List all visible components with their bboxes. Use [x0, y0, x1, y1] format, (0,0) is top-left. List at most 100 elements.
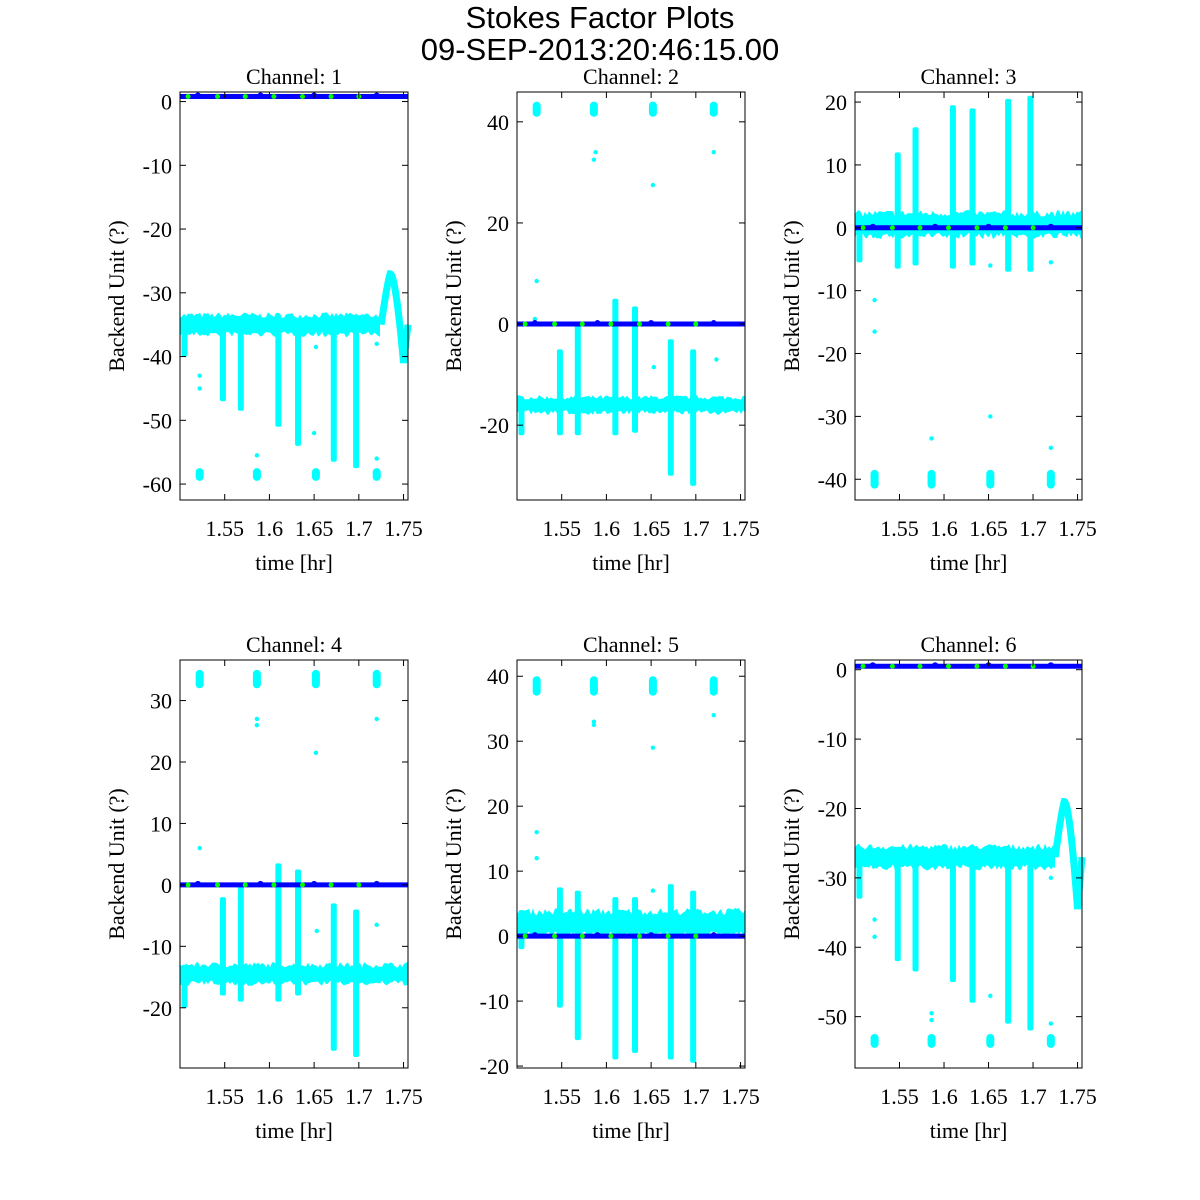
outlier-point	[929, 1010, 934, 1016]
outlier-point	[314, 928, 319, 934]
outlier-point	[197, 386, 202, 391]
y-tick-label: -10	[480, 989, 509, 1014]
spike	[1005, 850, 1012, 1024]
spike	[612, 298, 619, 436]
y-tick-label: -30	[143, 281, 172, 306]
green-marker	[1002, 663, 1008, 669]
y-tick-label: 10	[150, 811, 172, 836]
green-marker	[917, 225, 923, 231]
plot-area	[517, 676, 745, 1063]
green-marker	[1002, 225, 1008, 231]
y-tick-label: -60	[143, 472, 172, 497]
blue-marker	[932, 662, 939, 669]
y-tick-label: -10	[818, 279, 847, 304]
outlier-cluster	[648, 676, 657, 696]
x-axis-label: time [hr]	[592, 550, 670, 575]
axes-box	[854, 659, 1083, 1069]
blue-marker	[531, 932, 538, 939]
outlier-point	[534, 278, 539, 284]
spike	[856, 227, 863, 263]
bump-curve	[377, 270, 412, 364]
blue-marker	[932, 223, 939, 230]
green-marker	[693, 933, 699, 939]
y-tick-label: -20	[143, 217, 172, 242]
x-tick-label: 1.6	[930, 516, 958, 541]
outlier-cluster	[870, 469, 879, 489]
green-marker	[608, 321, 614, 327]
green-marker	[299, 882, 305, 888]
y-tick-label: -10	[143, 934, 172, 959]
noise-band	[855, 209, 1081, 240]
y-tick-label: -50	[143, 408, 172, 433]
green-marker	[552, 933, 558, 939]
green-marker	[889, 663, 895, 669]
axes-box	[179, 91, 409, 501]
y-tick-label: 0	[836, 658, 847, 683]
green-marker	[636, 933, 642, 939]
outlier-cluster	[372, 468, 381, 481]
outlier-point	[254, 716, 260, 722]
outlier-point	[1048, 875, 1054, 881]
y-tick-label: -20	[818, 342, 847, 367]
green-marker	[356, 882, 362, 888]
subplot-channel-2: 1.55 1.6 1.65 1.7 1.75 40 20 0 -20 Channel: 2 time…	[441, 64, 760, 575]
outlier-cluster	[532, 101, 541, 117]
y-tick-label: 0	[836, 216, 847, 241]
x-tick-label: 1.7	[345, 1084, 373, 1109]
blue-marker	[194, 880, 201, 887]
green-marker	[665, 321, 671, 327]
green-marker	[945, 225, 951, 231]
green-marker	[665, 933, 671, 939]
outlier-point	[591, 719, 597, 724]
green-marker	[552, 321, 558, 327]
axes-box	[854, 91, 1083, 501]
spike	[275, 318, 282, 427]
subplot-title: Channel: 2	[583, 64, 679, 89]
green-marker	[889, 225, 895, 231]
figure-title: Stokes Factor Plots	[465, 0, 735, 35]
figure-subtitle: 09-SEP-2013:20:46:15.00	[420, 32, 780, 67]
outlier-point	[313, 344, 319, 350]
spike	[353, 909, 360, 1057]
spike	[894, 850, 901, 962]
subplot-channel-4: 1.55 1.6 1.65 1.7 1.75 30 20 10 0 -10 -20 Channel: …	[104, 632, 423, 1143]
subplot-channel-6: 1.55 1.6 1.65 1.7 1.75 0 -10 -20 -30 -40 -50 Channe…	[779, 632, 1097, 1143]
x-tick-label: 1.75	[384, 516, 423, 541]
blue-marker	[257, 92, 264, 99]
outlier-point	[988, 993, 993, 999]
spike	[912, 850, 919, 972]
blue-marker	[594, 932, 601, 939]
green-marker	[185, 882, 191, 888]
green-marker	[917, 663, 923, 669]
outlier-point	[254, 722, 260, 728]
x-tick-label: 1.7	[682, 1084, 710, 1109]
x-axis-label: time [hr]	[592, 1118, 670, 1143]
y-tick-label: 20	[487, 211, 509, 236]
x-tick-label: 1.7	[1019, 1084, 1047, 1109]
outlier-point	[650, 888, 656, 893]
outlier-point	[650, 182, 656, 188]
x-tick-label: 1.6	[593, 1084, 621, 1109]
y-tick-label: 0	[498, 924, 509, 949]
outlier-point	[374, 341, 379, 347]
spike	[949, 105, 956, 269]
x-tick-label: 1.75	[721, 516, 760, 541]
outlier-cluster	[927, 469, 936, 489]
green-marker	[242, 93, 248, 99]
spike	[612, 897, 619, 1060]
outlier-point	[711, 713, 716, 718]
outlier-cluster	[532, 676, 541, 696]
x-tick-label: 1.55	[542, 516, 581, 541]
spike	[894, 152, 901, 269]
spike	[181, 318, 188, 357]
outlier-cluster	[311, 669, 320, 689]
subplot-channel-3: 1.55 1.6 1.65 1.7 1.75 20 10 0 -10 -20 -30 -40 Chann…	[779, 64, 1097, 575]
outlier-cluster	[589, 101, 598, 117]
blue-marker	[373, 92, 380, 99]
outlier-point	[591, 722, 597, 728]
spike	[690, 349, 697, 486]
y-tick-label: -20	[480, 1054, 509, 1079]
plot-area	[180, 92, 412, 481]
y-tick-label: 0	[161, 873, 172, 898]
y-tick-label: 30	[150, 689, 172, 714]
